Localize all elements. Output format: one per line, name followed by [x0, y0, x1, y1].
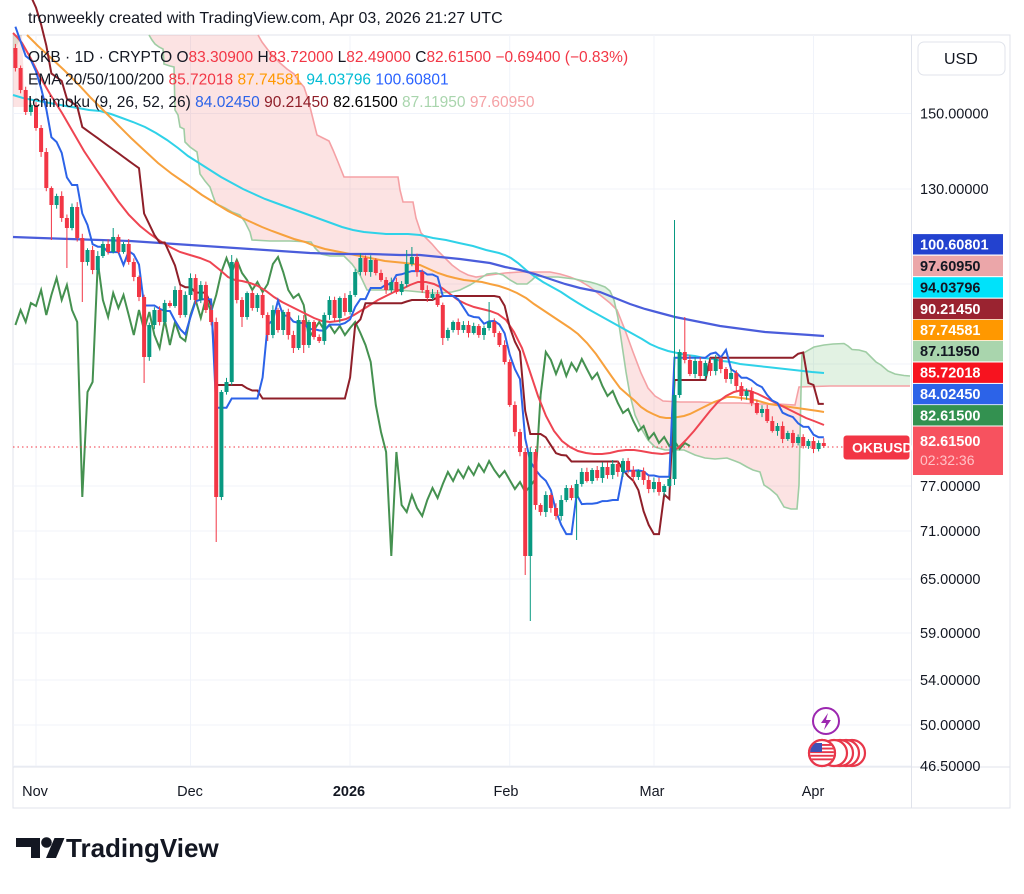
svg-text:02:32:36: 02:32:36	[920, 452, 975, 468]
svg-text:82.61500: 82.61500	[920, 434, 980, 450]
svg-text:85.72018: 85.72018	[920, 366, 980, 382]
svg-text:130.00000: 130.00000	[920, 182, 989, 198]
svg-text:Nov: Nov	[22, 784, 49, 800]
svg-text:tronweekly created with Tradin: tronweekly created with TradingView.com,…	[28, 10, 503, 27]
svg-text:84.02450: 84.02450	[920, 387, 980, 403]
svg-text:Mar: Mar	[640, 784, 665, 800]
svg-text:USD: USD	[944, 51, 978, 68]
svg-text:87.11950: 87.11950	[920, 344, 980, 360]
svg-text:65.00000: 65.00000	[920, 572, 980, 588]
svg-text:82.61500: 82.61500	[920, 408, 980, 424]
svg-text:2026: 2026	[333, 784, 365, 800]
svg-text:Feb: Feb	[494, 784, 519, 800]
svg-text:TradingView: TradingView	[66, 833, 219, 863]
svg-text:71.00000: 71.00000	[920, 524, 980, 540]
svg-text:54.00000: 54.00000	[920, 673, 980, 689]
svg-text:77.00000: 77.00000	[920, 479, 980, 495]
svg-text:46.50000: 46.50000	[920, 759, 980, 775]
svg-text:94.03796: 94.03796	[920, 280, 980, 296]
svg-text:100.60801: 100.60801	[920, 237, 989, 253]
svg-text:EMA 20/50/100/200 85.72018 8: EMA 20/50/100/200 85.72018 87.74581 94.0…	[28, 72, 449, 89]
svg-text:150.00000: 150.00000	[920, 107, 989, 123]
svg-text:59.00000: 59.00000	[920, 626, 980, 642]
svg-text:90.21450: 90.21450	[920, 302, 980, 318]
svg-text:97.60950: 97.60950	[920, 259, 980, 275]
svg-text:OKBUSD: OKBUSD	[852, 440, 913, 456]
svg-text:Ichimoku (9, 26, 52, 26) 84.0: Ichimoku (9, 26, 52, 26) 84.02450 90.214…	[28, 94, 535, 111]
svg-text:Apr: Apr	[802, 784, 825, 800]
svg-text:87.74581: 87.74581	[920, 323, 980, 339]
svg-text:50.00000: 50.00000	[920, 718, 980, 734]
svg-text:Dec: Dec	[177, 784, 203, 800]
svg-text:OKB · 1D · CRYPTO O83.30900 H: OKB · 1D · CRYPTO O83.30900 H83.72000 L8…	[28, 49, 628, 66]
